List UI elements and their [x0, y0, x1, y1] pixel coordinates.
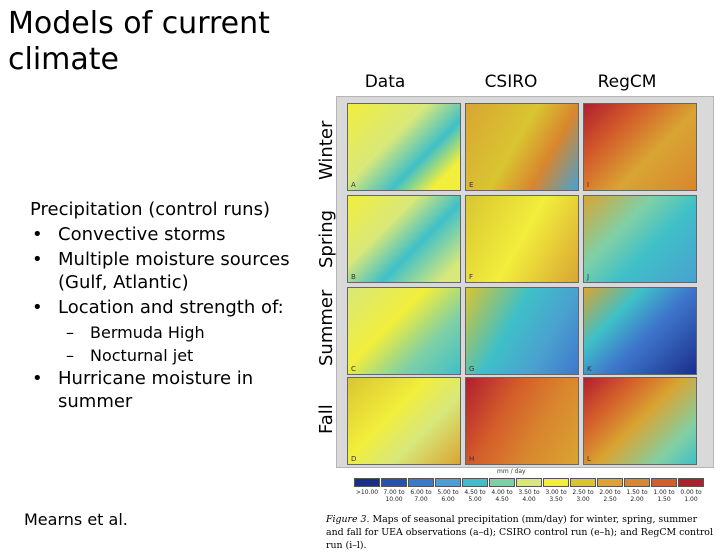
legend-swatch	[381, 478, 407, 487]
legend-label: 3.50 to 4.00	[518, 489, 540, 503]
row-header-fall: Fall	[316, 404, 337, 434]
legend-label: 2.50 to 3.00	[572, 489, 594, 503]
panel-letter: A	[351, 181, 356, 189]
map-panel: G	[465, 287, 579, 375]
panel-letter: H	[469, 455, 475, 463]
map-panel: D	[347, 377, 461, 465]
bullet-item: Multiple moisture sources (Gulf, Atlanti…	[30, 248, 320, 294]
row-header-winter: Winter	[316, 120, 337, 180]
map-panel: C	[347, 287, 461, 375]
legend-label: 5.00 to 6.00	[437, 489, 459, 503]
legend-label: 7.00 to 10.00	[383, 489, 405, 503]
legend-swatch	[462, 478, 488, 487]
bullet-subitem: Bermuda High	[30, 321, 320, 344]
credit-text: Mearns et al.	[24, 510, 128, 529]
legend-swatch	[489, 478, 515, 487]
legend-swatch	[516, 478, 542, 487]
slide-title: Models of current climate	[8, 6, 270, 77]
map-panel: L	[583, 377, 697, 465]
legend-label: 0.00 to 1.00	[680, 489, 702, 503]
legend-label: 1.50 to 2.00	[626, 489, 648, 503]
column-header-regcm: RegCM	[597, 72, 657, 92]
bullet-item: Location and strength of:	[30, 296, 320, 319]
panel-letter: B	[351, 273, 356, 281]
map-panel: K	[583, 287, 697, 375]
legend-swatch	[435, 478, 461, 487]
column-header-csiro: CSIRO	[484, 72, 538, 92]
legend-swatch	[651, 478, 677, 487]
legend-swatch	[678, 478, 704, 487]
map-panel: A	[347, 103, 461, 191]
panel-letter: F	[469, 273, 474, 281]
legend-swatch	[624, 478, 650, 487]
panel-letter: E	[469, 181, 474, 189]
legend-swatch	[354, 478, 380, 487]
legend-swatch	[543, 478, 569, 487]
legend-label: 1.00 to 1.50	[653, 489, 675, 503]
row-header-summer: Summer	[316, 289, 337, 366]
bullet-lead: Precipitation (control runs)	[30, 199, 270, 220]
map-panel: H	[465, 377, 579, 465]
legend-swatch	[408, 478, 434, 487]
panel-letter: G	[469, 365, 475, 373]
panel-letter: I	[587, 181, 590, 189]
legend-label: 2.00 to 2.50	[599, 489, 621, 503]
panel-letter: K	[587, 365, 592, 373]
legend-label: 4.00 to 4.50	[491, 489, 513, 503]
legend-swatch	[570, 478, 596, 487]
map-panel: B	[347, 195, 461, 283]
column-header-data: Data	[364, 72, 406, 92]
map-panel: J	[583, 195, 697, 283]
figure-caption: Figure 3. Maps of seasonal precipitation…	[326, 513, 716, 552]
row-header-spring: Spring	[316, 209, 337, 268]
panel-letter: D	[351, 455, 357, 463]
map-panel: E	[465, 103, 579, 191]
caption-label: Figure 3.	[326, 514, 370, 525]
bullet-item: Convective storms	[30, 223, 320, 246]
caption-text: Maps of seasonal precipitation (mm/day) …	[326, 514, 713, 551]
legend-label: >10.00	[355, 489, 379, 496]
legend-swatch	[597, 478, 623, 487]
panel-letter: L	[587, 455, 591, 463]
bullet-list: Precipitation (control runs) Convective …	[30, 198, 320, 415]
legend-label: 4.50 to 5.00	[464, 489, 486, 503]
legend-unit: mm / day	[497, 468, 526, 475]
map-panel: F	[465, 195, 579, 283]
map-panel: I	[583, 103, 697, 191]
legend-label: 6.00 to 7.00	[410, 489, 432, 503]
bullet-subitem: Nocturnal jet	[30, 344, 320, 367]
panel-letter: J	[587, 273, 590, 281]
precipitation-map-figure: A E I B F J C G K D H L	[336, 96, 714, 468]
bullet-item: Hurricane moisture in summer	[30, 367, 320, 413]
panel-letter: C	[351, 365, 356, 373]
legend-label: 3.00 to 3.50	[545, 489, 567, 503]
